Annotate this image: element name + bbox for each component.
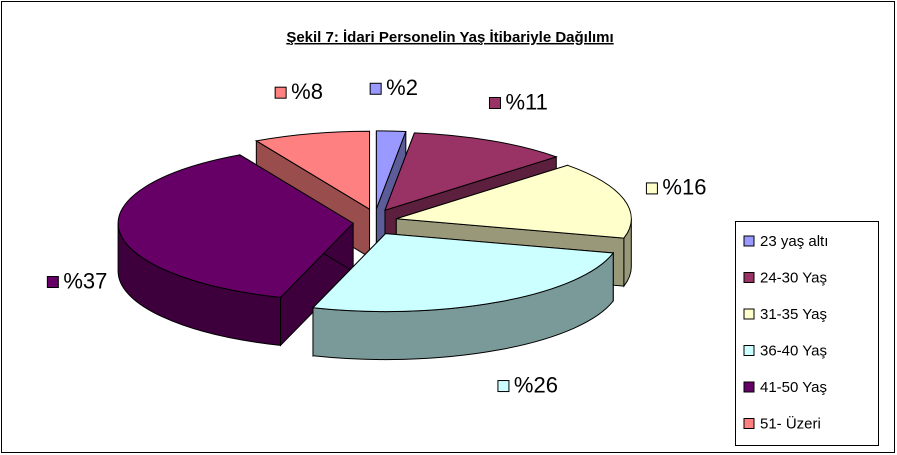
legend-label: 41-50 Yaş xyxy=(760,379,827,396)
chart-title: Şekil 7: İdari Personelin Yaş İtibariyle… xyxy=(286,29,613,46)
slice-top xyxy=(117,154,354,298)
value-label: %11 xyxy=(505,89,547,114)
legend-swatch xyxy=(743,418,755,429)
legend-label: 51- Üzeri xyxy=(760,414,821,432)
legend-label: 31-35 Yaş xyxy=(760,306,827,323)
slice-top xyxy=(384,132,558,212)
slice-top xyxy=(375,130,407,210)
value-label-key xyxy=(369,82,382,95)
legend-label: 24-30 Yaş xyxy=(760,269,827,286)
slice-top xyxy=(311,233,615,313)
value-label-key xyxy=(274,86,287,99)
legend-swatch xyxy=(743,272,755,283)
value-label-key xyxy=(46,276,59,289)
slice-top xyxy=(396,164,632,239)
legend-label: 23 yaş altı xyxy=(760,233,828,250)
slice xyxy=(311,232,615,361)
legend-label: 36-40 Yaş xyxy=(760,342,827,359)
legend-swatch xyxy=(743,235,755,247)
value-label-key xyxy=(497,380,510,393)
value-label: %16 xyxy=(662,175,706,200)
value-label: %2 xyxy=(386,75,418,100)
legend-swatch xyxy=(743,308,755,320)
value-label-key xyxy=(488,96,501,109)
legend-swatch xyxy=(743,381,755,393)
legend-swatch xyxy=(743,345,755,356)
slice xyxy=(117,154,354,347)
slice-top xyxy=(254,130,371,211)
legend-box xyxy=(735,221,879,446)
value-label: %37 xyxy=(63,268,107,293)
value-label: %8 xyxy=(291,79,323,104)
value-label-key xyxy=(645,182,658,195)
value-label: %26 xyxy=(514,372,558,397)
